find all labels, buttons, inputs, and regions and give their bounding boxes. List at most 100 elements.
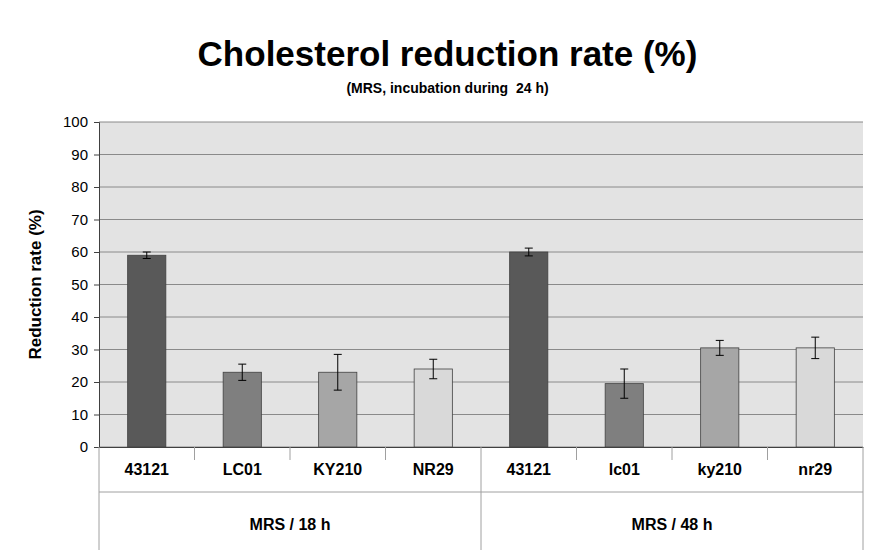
y-tick: 10 xyxy=(71,406,99,423)
y-tick: 20 xyxy=(71,373,99,390)
grid xyxy=(99,122,863,447)
y-tick-label: 0 xyxy=(80,438,88,455)
x-tick: LC01 xyxy=(223,447,262,478)
error-bar-cap xyxy=(429,378,437,379)
error-bar xyxy=(238,364,246,380)
error-bar-stem xyxy=(528,248,529,256)
x-tick: lc01 xyxy=(609,447,640,478)
grid-line xyxy=(99,382,863,383)
y-tick-label: 30 xyxy=(71,341,88,358)
error-bar-cap xyxy=(334,354,342,355)
y-tick: 90 xyxy=(71,146,99,163)
y-tick-mark xyxy=(94,317,99,318)
y-tick-label: 10 xyxy=(71,406,88,423)
x-tick: NR29 xyxy=(413,447,454,478)
x-tick: KY210 xyxy=(313,447,362,478)
bars xyxy=(128,248,835,447)
group-labels: MRS / 18 hMRS / 48 h xyxy=(250,516,713,533)
error-bar-cap xyxy=(620,369,628,370)
error-bar-stem xyxy=(624,369,625,398)
y-tick-label: 20 xyxy=(71,373,88,390)
y-tick: 60 xyxy=(71,243,99,260)
bar xyxy=(223,372,261,447)
separator xyxy=(672,447,673,460)
error-bar-cap xyxy=(811,358,819,359)
error-bar xyxy=(525,248,533,256)
x-tick-label: lc01 xyxy=(609,461,640,478)
y-tick-label: 60 xyxy=(71,243,88,260)
separator xyxy=(99,447,100,550)
separator xyxy=(576,447,577,460)
chart: 0 10 20 30 40 50 60 70 80 90 100 43121 LC01 KY210 NR29… xyxy=(0,0,895,555)
error-bar-cap xyxy=(143,258,151,259)
x-tick: 43121 xyxy=(507,447,552,478)
error-bar xyxy=(334,354,342,390)
y-tick: 80 xyxy=(71,178,99,195)
error-bar-stem xyxy=(146,252,147,259)
error-bar xyxy=(620,369,628,398)
separator xyxy=(385,447,386,460)
x-tick-label: ky210 xyxy=(698,461,743,478)
error-bar xyxy=(429,359,437,379)
error-bar-cap xyxy=(525,248,533,249)
y-tick: 50 xyxy=(71,276,99,293)
grid-line xyxy=(99,154,863,155)
error-bar-cap xyxy=(238,380,246,381)
y-tick-label: 100 xyxy=(63,113,88,130)
y-tick: 40 xyxy=(71,308,99,325)
y-tick: 0 xyxy=(80,438,99,455)
grid-line xyxy=(99,252,863,253)
y-axis-line xyxy=(94,123,100,448)
error-bar-cap xyxy=(429,359,437,360)
y-tick-mark xyxy=(94,382,99,383)
subtitle: (MRS, incubation during 24 h) xyxy=(346,80,548,96)
error-bar xyxy=(716,340,724,355)
bar xyxy=(796,348,834,447)
y-tick-label: 70 xyxy=(71,211,88,228)
error-bar-stem xyxy=(337,354,338,390)
error-bar-stem xyxy=(242,364,243,380)
x-tick-label: 43121 xyxy=(125,461,170,478)
y-tick-label: 50 xyxy=(71,276,88,293)
y-tick-mark xyxy=(94,220,99,221)
y-tick-mark xyxy=(94,350,99,351)
separator xyxy=(99,492,863,493)
error-bar-cap xyxy=(525,255,533,256)
plot-background xyxy=(99,122,863,447)
x-tick: nr29 xyxy=(798,447,832,478)
grid-line xyxy=(99,317,863,318)
x-tick: 43121 xyxy=(125,447,170,478)
separator xyxy=(290,447,291,460)
group-label: MRS / 18 h xyxy=(250,516,331,533)
y-axis: 0 10 20 30 40 50 60 70 80 90 100 xyxy=(63,113,100,455)
error-bar-cap xyxy=(716,340,724,341)
category-separators xyxy=(99,447,863,550)
error-bar-cap xyxy=(620,398,628,399)
error-bar-cap xyxy=(238,364,246,365)
title: Cholesterol reduction rate (%) xyxy=(198,34,698,73)
bar xyxy=(701,348,739,447)
y-tick-mark xyxy=(94,447,99,448)
error-bar-cap xyxy=(334,390,342,391)
grid-line xyxy=(99,414,863,415)
y-tick-mark xyxy=(94,187,99,188)
x-tick-label: nr29 xyxy=(798,461,832,478)
error-bar xyxy=(143,252,151,259)
x-tick-label: LC01 xyxy=(223,461,262,478)
y-tick-label: 40 xyxy=(71,308,88,325)
y-tick-mark xyxy=(94,415,99,416)
y-tick-mark xyxy=(94,122,99,123)
grid-line xyxy=(99,122,863,123)
x-tick-label: 43121 xyxy=(507,461,552,478)
y-tick-label: 90 xyxy=(71,146,88,163)
grid-line xyxy=(99,284,863,285)
error-bar-cap xyxy=(143,252,151,253)
y-tick-mark xyxy=(94,285,99,286)
error-bar xyxy=(811,337,819,358)
error-bar-stem xyxy=(433,359,434,379)
x-tick-label: NR29 xyxy=(413,461,454,478)
y-tick-mark xyxy=(94,155,99,156)
y-tick: 100 xyxy=(63,113,99,130)
separator xyxy=(481,447,482,550)
x-tick-label: KY210 xyxy=(313,461,362,478)
